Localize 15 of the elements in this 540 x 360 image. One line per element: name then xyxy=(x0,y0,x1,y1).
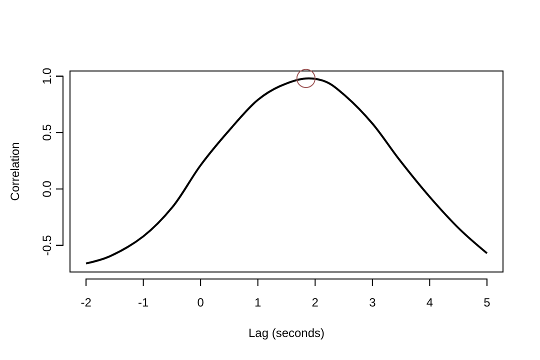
x-tick-label: 4 xyxy=(426,296,434,310)
x-tick-label: 3 xyxy=(369,296,376,310)
y-tick-label: 0.5 xyxy=(40,124,54,141)
x-tick-label: 1 xyxy=(254,296,262,310)
x-tick-label: 5 xyxy=(484,296,491,310)
y-tick-label: -0.5 xyxy=(40,234,54,256)
y-axis-title: Correlation xyxy=(8,142,22,201)
y-tick-label: 1.0 xyxy=(40,68,54,85)
x-tick-label: -2 xyxy=(80,296,92,310)
x-tick-label: 0 xyxy=(197,296,204,310)
y-tick-label: 0.0 xyxy=(40,180,54,198)
x-tick-label: -1 xyxy=(138,296,149,310)
x-axis-title: Lag (seconds) xyxy=(248,326,325,340)
line-series xyxy=(85,77,488,264)
x-tick-label: 2 xyxy=(312,296,319,310)
